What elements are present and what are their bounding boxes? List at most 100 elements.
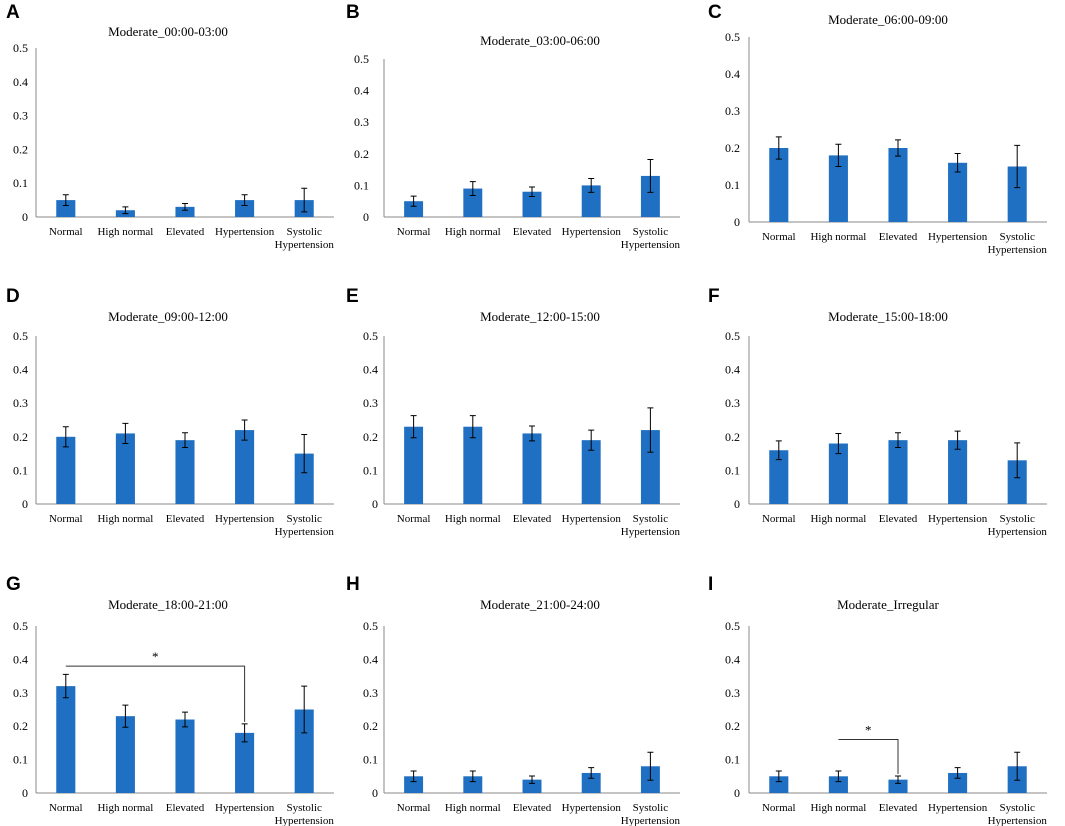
bar bbox=[175, 206, 195, 217]
x-tick-label: Systolic Hypertension bbox=[621, 513, 681, 538]
x-tick-label: Normal bbox=[762, 802, 796, 814]
panel-letter: G bbox=[6, 574, 21, 595]
y-tick-label: 0.5 bbox=[363, 329, 378, 343]
error-bar bbox=[241, 723, 248, 743]
x-tick-label: Normal bbox=[397, 802, 431, 814]
bar bbox=[948, 440, 968, 504]
error-bar bbox=[529, 186, 535, 197]
y-tick-label: 0.4 bbox=[354, 84, 369, 98]
bar bbox=[1007, 460, 1027, 504]
y-tick-label: 0 bbox=[22, 210, 28, 224]
x-tick-label: Normal bbox=[762, 513, 796, 525]
y-tick-label: 0 bbox=[22, 497, 28, 511]
y-tick-label: 0.3 bbox=[13, 109, 28, 123]
bar bbox=[175, 719, 195, 793]
y-tick-label: 0 bbox=[363, 210, 369, 224]
chart-panel-b: B Moderate_03:00-06:00 0 0.1 0.2 0.3 0.4 0.5 Nor… bbox=[346, 2, 681, 251]
x-tick-label: Elevated bbox=[166, 802, 205, 814]
x-tick-label: High normal bbox=[810, 513, 866, 525]
x-tick-label: High normal bbox=[97, 802, 153, 814]
y-tick-label: 0.1 bbox=[354, 178, 369, 192]
y-tick-label: 0.2 bbox=[725, 719, 740, 733]
error-bar bbox=[301, 685, 308, 734]
y-tick-label: 0 bbox=[734, 497, 740, 511]
bar bbox=[463, 188, 483, 217]
x-tick-label: Elevated bbox=[166, 226, 205, 238]
chart-panel-a: A Moderate_00:00-03:00 0 0.1 0.2 0.3 0.4 0.5 Nor… bbox=[6, 2, 334, 251]
error-bar bbox=[182, 202, 188, 211]
bar bbox=[888, 779, 908, 793]
y-tick-label: 0.2 bbox=[363, 430, 378, 444]
bar bbox=[404, 776, 424, 793]
x-tick-label: Normal bbox=[49, 513, 83, 525]
x-tick-label: Elevated bbox=[513, 802, 552, 814]
chart-panel-e: E Moderate_12:00-15:00 0 0.1 0.2 0.3 0.4 0.5 Nor… bbox=[346, 286, 681, 538]
chart-panel-h: H Moderate_21:00-24:00 0 0.1 0.2 0.3 0.4 0.5 Nor… bbox=[346, 574, 681, 826]
y-tick-label: 0.1 bbox=[13, 176, 28, 190]
error-bar bbox=[835, 770, 842, 783]
y-tick-label: 0.5 bbox=[13, 329, 28, 343]
y-tick-label: 0.5 bbox=[363, 619, 378, 633]
error-bar bbox=[1014, 751, 1021, 781]
error-bar bbox=[1014, 442, 1021, 479]
error-bar bbox=[62, 673, 69, 699]
y-tick-label: 0 bbox=[734, 215, 740, 229]
y-tick-label: 0.1 bbox=[725, 463, 740, 477]
error-bar bbox=[241, 194, 248, 207]
x-tick-label: Elevated bbox=[879, 513, 918, 525]
bar bbox=[56, 200, 76, 217]
chart-panel-f: F Moderate_15:00-18:00 0 0.1 0.2 0.3 0.4 0.5 Nor… bbox=[708, 286, 1047, 538]
bar bbox=[581, 440, 601, 504]
panel-letter: B bbox=[346, 2, 360, 23]
y-tick-label: 0.4 bbox=[363, 363, 378, 377]
x-tick-label: Elevated bbox=[513, 226, 552, 238]
chart-panel-g: G Moderate_18:00-21:00 0 0.1 0.2 0.3 0.4 0.5 Nor… bbox=[6, 574, 334, 826]
error-bar bbox=[62, 194, 69, 207]
y-tick-label: 0.5 bbox=[13, 41, 28, 55]
x-tick-label: High normal bbox=[97, 513, 153, 525]
error-bar bbox=[588, 767, 595, 779]
y-tick-label: 0.4 bbox=[363, 652, 378, 666]
bar bbox=[948, 772, 968, 793]
y-tick-label: 0.3 bbox=[354, 115, 369, 129]
error-bar bbox=[469, 181, 476, 197]
bar bbox=[769, 148, 789, 222]
error-bar bbox=[775, 136, 782, 160]
error-bar bbox=[62, 426, 69, 448]
y-tick-label: 0.2 bbox=[13, 142, 28, 156]
error-bar bbox=[835, 143, 842, 167]
bar bbox=[769, 450, 789, 504]
bar bbox=[115, 433, 135, 504]
error-bar bbox=[529, 775, 535, 784]
y-tick-label: 0.3 bbox=[13, 686, 28, 700]
error-bar bbox=[410, 770, 417, 783]
panel-letter: A bbox=[6, 2, 20, 23]
y-tick-label: 0.2 bbox=[725, 141, 740, 155]
x-tick-label: High normal bbox=[445, 513, 501, 525]
x-tick-label: Normal bbox=[49, 226, 83, 238]
x-tick-label: Systolic Hypertension bbox=[621, 802, 681, 826]
error-bar bbox=[647, 158, 654, 193]
y-tick-label: 0 bbox=[734, 786, 740, 800]
bar bbox=[1007, 166, 1027, 222]
y-tick-label: 0.4 bbox=[13, 652, 28, 666]
bar bbox=[463, 776, 483, 793]
y-tick-label: 0.4 bbox=[13, 75, 28, 89]
y-tick-label: 0.4 bbox=[13, 363, 28, 377]
bar bbox=[404, 201, 424, 217]
bar bbox=[828, 443, 848, 504]
bar bbox=[828, 155, 848, 222]
error-bar bbox=[529, 425, 535, 442]
y-tick-label: 0.3 bbox=[363, 686, 378, 700]
x-tick-label: Elevated bbox=[513, 513, 552, 525]
x-tick-label: High normal bbox=[97, 226, 153, 238]
bar bbox=[522, 433, 542, 504]
chart-title: Moderate_00:00-03:00 bbox=[108, 24, 228, 39]
bar bbox=[640, 430, 660, 504]
significance-star: * bbox=[152, 649, 159, 664]
error-bar bbox=[895, 139, 901, 157]
chart-title: Moderate_03:00-06:00 bbox=[480, 33, 600, 48]
x-tick-label: Hypertension bbox=[928, 802, 988, 814]
bar bbox=[404, 426, 424, 504]
x-tick-label: Hypertension bbox=[215, 513, 275, 525]
